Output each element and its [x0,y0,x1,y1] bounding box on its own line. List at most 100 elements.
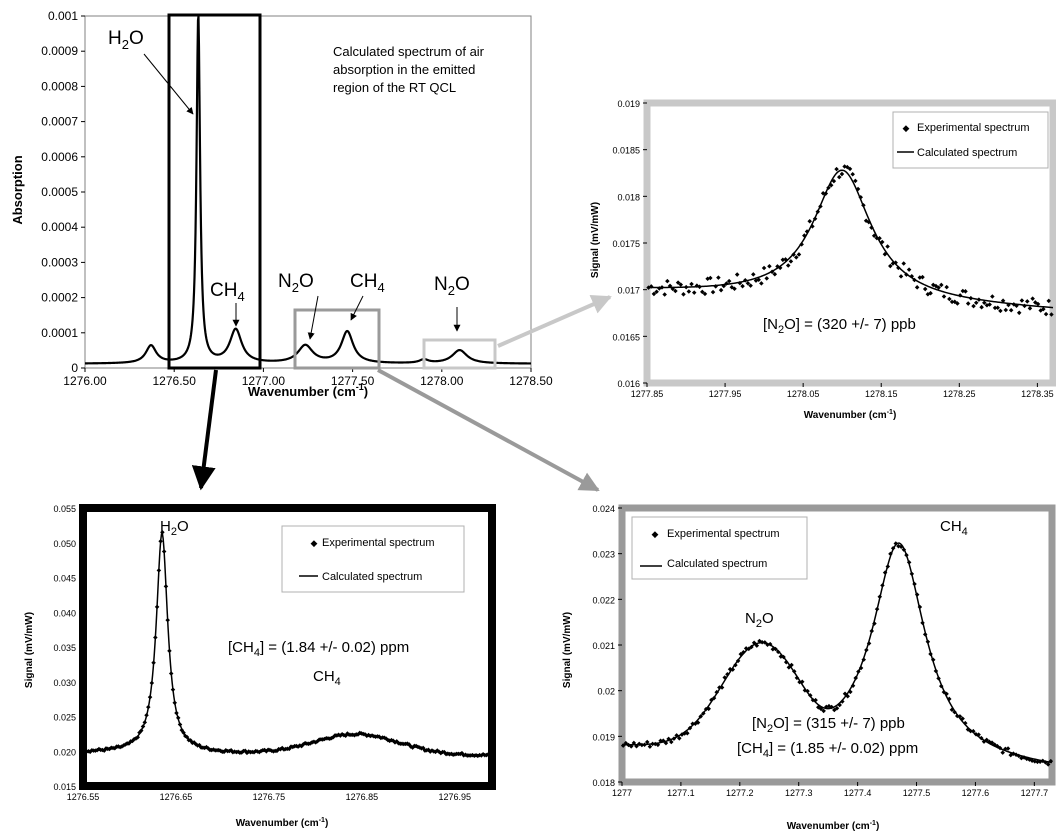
x-tick-label: 1277 [612,788,632,798]
main-ch4-label-2: CH4 [350,271,385,295]
y-tick-label: 0.035 [53,643,76,653]
experimental-point [756,277,761,283]
experimental-point [992,305,998,311]
experimental-point [922,286,928,292]
n2o-ch4-zoom-calculated-curve [621,542,1053,764]
h2o-ch4-zoom-chart: 0.015 0.020 0.025 0.030 0.035 0.040 0.045 0.050… [24,504,496,829]
main-h2o-arrow [143,53,194,115]
experimental-point [971,303,976,309]
experimental-point [732,286,737,291]
h2o-ch4-zoom-y-ticks: 0.015 0.020 0.025 0.030 0.035 0.040 0.045 0.050… [53,504,83,792]
experimental-point [785,263,791,268]
main-y-ticks: 0 0.0001 0.0002 0.0003 0.0004 0.0005 0.0006 0.0… [41,9,85,375]
y-tick-label: 0.040 [53,608,76,618]
n2o-zoom-experimental-points [646,164,1054,317]
experimental-point [1043,311,1049,317]
n2o-ch4-zoom-legend-exp: Experimental spectrum [667,528,780,540]
experimental-point [654,289,659,295]
x-tick-label: 1278.50 [509,374,553,388]
n2o-ch4-zoom-concentration-n2o: [N2O] = (315 +/- 7) ppb [752,715,905,735]
experimental-point [710,289,716,295]
experimental-point [995,305,1000,311]
experimental-point [772,271,778,277]
experimental-point [745,281,751,286]
x-tick-label: 1277.5 [903,788,931,798]
experimental-point [669,739,674,745]
y-tick-label: 0.0185 [612,146,640,156]
experimental-point [888,263,893,269]
experimental-point [955,301,960,306]
experimental-point [947,296,952,302]
y-tick-label: 0.0002 [41,291,78,305]
experimental-point [836,174,842,180]
h2o-ch4-zoom-box [167,13,262,370]
h2o-ch4-zoom-concentration: [CH4] = (1.84 +/- 0.02) ppm [228,639,409,659]
n2o-ch4-zoom-concentration-ch4: [CH4] = (1.85 +/- 0.02) ppm [737,740,918,760]
experimental-point [740,283,745,289]
y-tick-label: 0.030 [53,678,76,688]
y-tick-label: 0.019 [592,732,615,742]
experimental-point [850,171,855,177]
experimental-point [662,292,667,297]
experimental-point [982,300,987,305]
experimental-point [764,276,770,281]
experimental-point [1046,298,1052,304]
experimental-point [1049,312,1054,317]
main-x-ticks: 1276.00 1276.50 1277.00 1277.50 1278.00 1278.… [63,368,553,388]
experimental-point [941,294,947,299]
y-tick-label: 0.023 [592,550,615,560]
experimental-point [987,302,992,307]
experimental-point [675,280,681,285]
x-tick-label: 1277.95 [709,389,742,399]
n2o-ch4-zoom-y-axis-label: Signal (mV/mW) [562,612,573,688]
h2o-ch4-zoom-calculated-curve [82,532,493,756]
experimental-point [1041,306,1046,312]
experimental-point [726,278,732,284]
main-n2o-arrow-1 [307,295,319,340]
n2o-ch4-zoom-legend-marker-exp: ◆ [652,529,659,539]
experimental-point [665,278,670,284]
x-tick-label: 1278.15 [865,389,898,399]
n2o-zoom-legend-marker-exp: ◆ [903,123,910,133]
h2o-ch4-zoom-h2o-label: H2O [160,518,189,538]
y-tick-label: 0.0175 [612,239,640,249]
h2o-ch4-zoom-x-axis-label: Wavenumber (cm-1) [236,817,329,829]
experimental-point [651,291,657,297]
x-tick-label: 1277.2 [726,788,754,798]
y-tick-label: 0.050 [53,539,76,549]
experimental-point [1000,750,1005,755]
arrow-to-n2o-chart [497,295,612,348]
n2o-zoom-box [422,338,497,370]
h2o-ch4-zoom-legend-exp: Experimental spectrum [322,537,435,549]
n2o-zoom-legend-exp: Experimental spectrum [917,122,1030,134]
y-tick-label: 0 [71,361,78,375]
y-tick-label: 0.017 [617,286,640,296]
h2o-ch4-zoom-legend-box [281,525,465,593]
n2o-ch4-zoom-n2o-label: N2O [745,610,774,630]
n2o-zoom-legend-calc: Calculated spectrum [917,147,1017,159]
n2o-zoom-calculated-curve [646,169,1054,309]
arrow-to-h2o-ch4-chart [191,369,218,491]
n2o-ch4-zoom-legend-calc: Calculated spectrum [667,558,767,570]
n2o-zoom-legend-box [892,111,1049,169]
experimental-point [839,171,845,177]
arrow-to-n2o-ch4-chart [377,368,600,492]
y-tick-label: 0.018 [592,778,615,788]
y-tick-label: 0.0008 [41,79,78,93]
experimental-point [702,291,708,297]
experimental-point [677,736,682,741]
x-tick-label: 1278.05 [787,389,820,399]
x-tick-label: 1278.25 [943,389,976,399]
y-tick-label: 0.024 [592,504,615,514]
x-tick-label: 1276.55 [67,792,100,802]
experimental-point [788,259,794,264]
experimental-point [1016,310,1022,316]
experimental-point [1045,762,1051,767]
experimental-point [906,267,912,272]
x-tick-label: 1277.6 [962,788,990,798]
main-ch4-arrow-2 [350,295,364,321]
y-tick-label: 0.019 [617,99,640,109]
experimental-point [901,261,906,266]
main-annotation: Calculated spectrum of air absorption in… [333,44,488,95]
n2o-zoom-y-axis-label: Signal (mV/mW) [590,202,601,278]
